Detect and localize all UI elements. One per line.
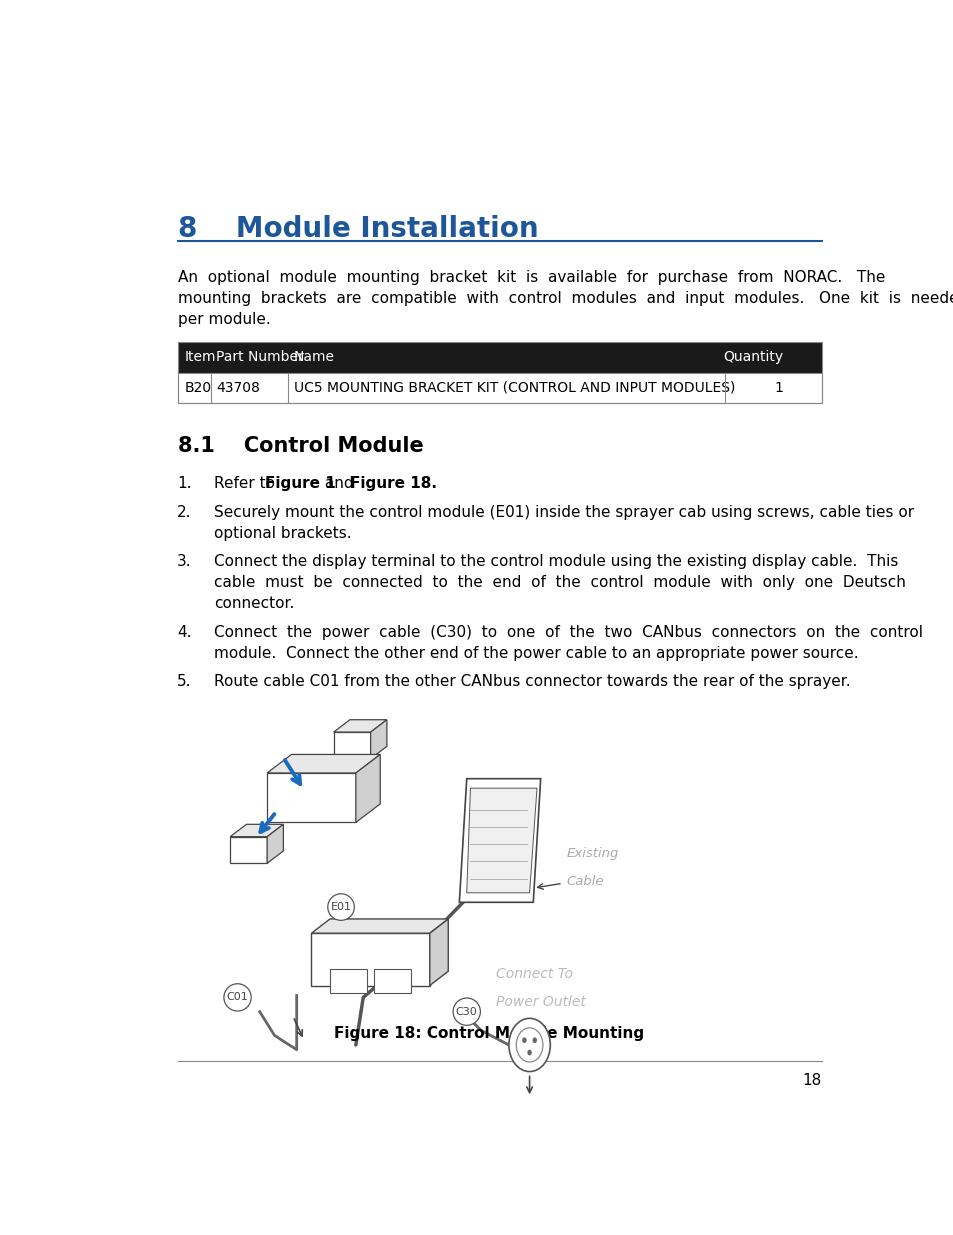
Text: optional brackets.: optional brackets. — [213, 526, 351, 541]
Text: Power Outlet: Power Outlet — [496, 995, 585, 1009]
Text: 18: 18 — [801, 1072, 821, 1088]
Text: Item: Item — [184, 351, 215, 364]
Text: per module.: per module. — [178, 311, 271, 327]
Circle shape — [532, 1037, 537, 1044]
Text: Existing: Existing — [566, 846, 618, 860]
Polygon shape — [267, 773, 355, 823]
Text: Cable: Cable — [566, 876, 603, 888]
Polygon shape — [230, 824, 283, 836]
Polygon shape — [334, 720, 387, 732]
Text: module.  Connect the other end of the power cable to an appropriate power source: module. Connect the other end of the pow… — [213, 646, 858, 661]
Polygon shape — [370, 720, 387, 758]
Text: C30: C30 — [456, 1007, 477, 1016]
Text: Securely mount the control module (E01) inside the sprayer cab using screws, cab: Securely mount the control module (E01) … — [213, 505, 913, 520]
Text: E01: E01 — [330, 902, 352, 913]
Text: Connect the display terminal to the control module using the existing display ca: Connect the display terminal to the cont… — [213, 555, 898, 569]
Polygon shape — [355, 755, 380, 823]
Text: 8    Module Installation: 8 Module Installation — [178, 215, 538, 243]
Circle shape — [508, 1019, 550, 1072]
Text: 4.: 4. — [177, 625, 192, 640]
Text: 43708: 43708 — [216, 380, 260, 395]
Text: UC5 MOUNTING BRACKET KIT (CONTROL AND INPUT MODULES): UC5 MOUNTING BRACKET KIT (CONTROL AND IN… — [294, 380, 734, 395]
Text: 2.: 2. — [177, 505, 192, 520]
Text: 1: 1 — [774, 380, 782, 395]
Text: An  optional  module  mounting  bracket  kit  is  available  for  purchase  from: An optional module mounting bracket kit … — [178, 270, 884, 285]
Polygon shape — [230, 836, 267, 863]
Text: mounting  brackets  are  compatible  with  control  modules  and  input  modules: mounting brackets are compatible with co… — [178, 291, 953, 306]
Text: Name: Name — [294, 351, 335, 364]
Polygon shape — [459, 779, 540, 903]
Text: and: and — [319, 477, 358, 492]
Polygon shape — [267, 824, 283, 863]
Text: Connect To: Connect To — [496, 967, 573, 981]
Polygon shape — [466, 788, 537, 893]
Bar — [178, 373, 821, 403]
Text: Connect  the  power  cable  (C30)  to  one  of  the  two  CANbus  connectors  on: Connect the power cable (C30) to one of … — [213, 625, 922, 640]
Text: Part Number: Part Number — [216, 351, 304, 364]
Bar — [178, 342, 821, 373]
Circle shape — [527, 1050, 531, 1056]
Bar — [330, 969, 367, 993]
Text: 8.1    Control Module: 8.1 Control Module — [178, 436, 424, 457]
Text: Refer to: Refer to — [213, 477, 279, 492]
Polygon shape — [429, 919, 448, 986]
Polygon shape — [267, 755, 380, 773]
Text: B20: B20 — [184, 380, 212, 395]
Bar — [374, 969, 411, 993]
Text: Quantity: Quantity — [722, 351, 782, 364]
Text: 5.: 5. — [177, 674, 192, 689]
Text: 3.: 3. — [177, 555, 192, 569]
Text: Figure 18.: Figure 18. — [349, 477, 436, 492]
Text: C01: C01 — [227, 993, 248, 1003]
Text: cable  must  be  connected  to  the  end  of  the  control  module  with  only  : cable must be connected to the end of th… — [213, 576, 904, 590]
Polygon shape — [334, 732, 370, 758]
Text: Figure 18: Control Module Mounting: Figure 18: Control Module Mounting — [334, 1026, 643, 1041]
Polygon shape — [311, 934, 429, 986]
Bar — [178, 342, 821, 403]
Text: Route cable C01 from the other CANbus connector towards the rear of the sprayer.: Route cable C01 from the other CANbus co… — [213, 674, 850, 689]
Text: Figure 1: Figure 1 — [265, 477, 335, 492]
Text: connector.: connector. — [213, 597, 294, 611]
Text: 1.: 1. — [177, 477, 192, 492]
Circle shape — [521, 1037, 526, 1044]
Polygon shape — [311, 919, 448, 934]
